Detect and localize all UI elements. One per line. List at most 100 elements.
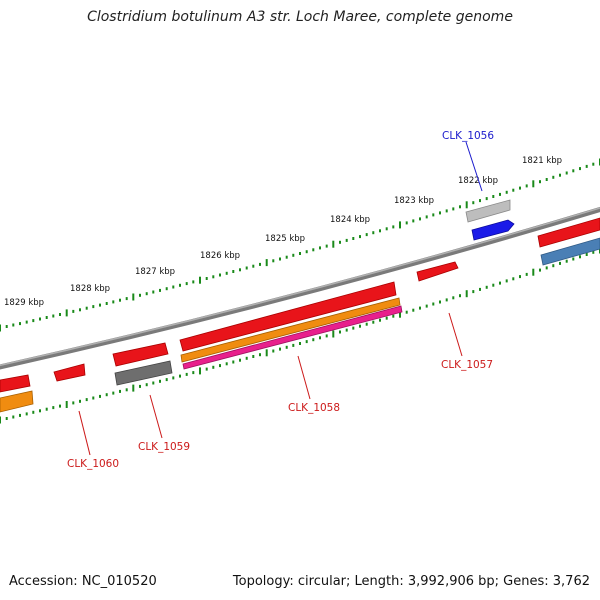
tick-outer-minor-61	[405, 221, 408, 225]
gene-label-clk1059[interactable]: CLK_1059	[138, 441, 190, 453]
tick-inner-minor-32	[212, 365, 215, 369]
tick-inner-minor-25	[165, 378, 168, 382]
tick-inner-minor-73	[485, 285, 488, 289]
tick-outer-minor-71	[472, 201, 475, 205]
feature-clk1059-gray[interactable]	[114, 360, 173, 386]
tick-inner-minor-78	[519, 275, 521, 279]
feature-clk1057[interactable]	[416, 261, 459, 282]
tick-inner-major-10	[65, 401, 68, 408]
feature-right-steel[interactable]	[540, 237, 600, 266]
tick-outer-minor-68	[452, 207, 455, 211]
tick-inner-minor-3	[19, 413, 21, 417]
tick-outer-minor-87	[579, 167, 581, 171]
tick-inner-minor-23	[152, 381, 155, 385]
tick-outer-minor-62	[412, 219, 415, 223]
tick-outer-minor-82	[545, 178, 548, 181]
tick-inner-minor-55	[365, 322, 368, 326]
tick-outer-minor-6	[39, 317, 41, 321]
tick-inner-minor-29	[192, 371, 195, 375]
tick-outer-minor-14	[92, 305, 95, 309]
tick-outer-minor-53	[352, 237, 355, 240]
tick-inner-minor-19	[125, 388, 128, 392]
tick-outer-minor-55	[365, 233, 368, 237]
tick-outer-minor-9	[59, 313, 61, 316]
tick-outer-minor-85	[565, 171, 568, 175]
tick-outer-minor-44	[292, 253, 295, 257]
tick-outer-minor-18	[119, 298, 121, 302]
tick-inner-minor-34	[225, 362, 228, 366]
tick-outer-minor-34	[225, 271, 228, 275]
tick-outer-major-20	[132, 293, 135, 301]
gene-label-clk1057[interactable]: CLK_1057	[441, 359, 493, 371]
scale-label-1823: 1823 kbp	[394, 196, 434, 206]
tick-inner-minor-76	[505, 279, 508, 283]
tick-outer-minor-22	[145, 292, 148, 296]
tick-inner-minor-2	[12, 415, 15, 419]
scale-label-1826: 1826 kbp	[200, 251, 240, 261]
scale-ticks-inner	[0, 246, 600, 424]
tick-inner-minor-53	[352, 326, 355, 330]
tick-outer-minor-52	[345, 238, 348, 242]
feature-clk1056-blue[interactable]	[471, 219, 515, 241]
tick-inner-major-70	[465, 290, 468, 298]
tick-inner-minor-58	[385, 316, 388, 320]
feature-left-red[interactable]	[0, 374, 31, 393]
tick-outer-minor-8	[52, 314, 55, 318]
tick-outer-major-60	[399, 221, 401, 229]
leader-clk1058	[297, 355, 311, 400]
tick-inner-minor-35	[232, 360, 235, 364]
feature-clk1059-red[interactable]	[112, 342, 169, 367]
tick-outer-minor-45	[299, 252, 301, 255]
tick-outer-minor-65	[432, 213, 435, 217]
tick-inner-major-30	[199, 367, 201, 375]
tick-inner-minor-64	[425, 304, 428, 308]
scale-label-1829: 1829 kbp	[4, 298, 44, 308]
tick-inner-minor-39	[259, 353, 261, 357]
tick-outer-major-50	[332, 240, 335, 248]
tick-outer-minor-66	[439, 211, 441, 215]
tick-outer-minor-79	[525, 184, 528, 188]
tick-inner-minor-87	[579, 255, 581, 259]
tick-outer-minor-56	[372, 231, 375, 235]
tick-outer-minor-81	[539, 180, 541, 184]
tick-inner-minor-45	[299, 342, 301, 345]
feature-clk1058-pink[interactable]	[182, 305, 403, 370]
tick-outer-minor-77	[512, 188, 515, 192]
tick-outer-minor-67	[445, 209, 448, 213]
feature-clk1058-orange[interactable]	[180, 297, 401, 363]
tick-inner-major-0	[0, 416, 1, 424]
feature-left-orange[interactable]	[0, 390, 34, 413]
feature-right-red[interactable]	[537, 217, 600, 248]
tick-inner-minor-63	[419, 306, 421, 310]
feature-clk1058-red[interactable]	[179, 281, 397, 352]
gene-label-clk1056[interactable]: CLK_1056	[442, 130, 494, 142]
scale-label-1828: 1828 kbp	[70, 284, 110, 294]
tick-inner-minor-13	[85, 398, 88, 402]
tick-outer-minor-42	[279, 257, 281, 261]
tick-outer-minor-13	[85, 306, 88, 310]
feature-clk1056-gray[interactable]	[465, 199, 511, 223]
tick-outer-minor-43	[285, 255, 288, 259]
tick-outer-minor-27	[179, 283, 181, 287]
gene-label-clk1058[interactable]: CLK_1058	[288, 402, 340, 414]
tick-outer-minor-1	[5, 325, 8, 328]
tick-inner-minor-88	[585, 253, 588, 256]
tick-inner-minor-59	[392, 314, 395, 318]
tick-inner-major-20	[132, 384, 135, 392]
tick-inner-minor-52	[345, 328, 348, 332]
tick-outer-minor-69	[459, 205, 461, 209]
tick-outer-minor-76	[505, 190, 508, 194]
tick-inner-minor-41	[272, 349, 275, 353]
tick-inner-minor-5	[32, 410, 35, 414]
tick-inner-minor-37	[245, 356, 248, 360]
feature-clk1060[interactable]	[53, 363, 86, 382]
tick-inner-minor-57	[379, 318, 381, 322]
tick-outer-minor-49	[325, 244, 328, 248]
tick-outer-minor-7	[45, 316, 48, 319]
tick-inner-major-60	[399, 310, 401, 318]
leader-clk1056	[465, 141, 483, 192]
tick-outer-minor-47	[312, 248, 315, 252]
tick-inner-minor-26	[172, 376, 175, 380]
gene-label-clk1060[interactable]: CLK_1060	[67, 458, 119, 470]
tick-inner-minor-17	[112, 391, 115, 395]
